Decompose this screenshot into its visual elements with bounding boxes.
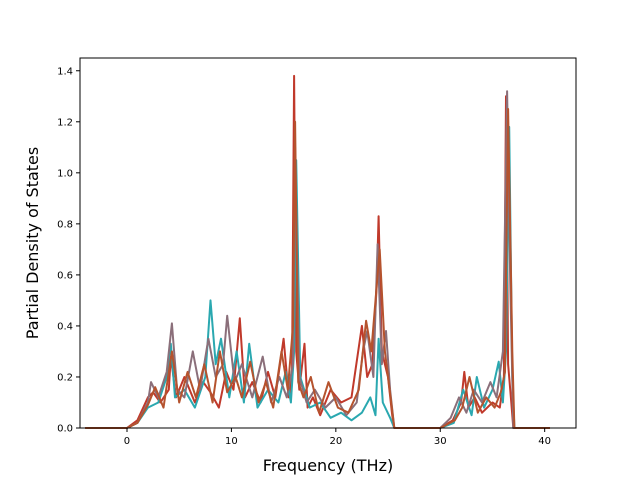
x-tick-label: 0 (124, 436, 130, 447)
x-axis-ticks: 0 10 20 30 40 (124, 428, 551, 447)
y-tick-label: 1.2 (57, 117, 73, 128)
y-axis-label: Partial Density of States (23, 147, 42, 339)
y-tick-label: 0.0 (57, 424, 73, 435)
plot-frame (79, 57, 577, 429)
y-tick-label: 1.4 (57, 66, 73, 77)
y-tick-label: 1.0 (57, 168, 73, 179)
x-tick-label: 10 (225, 436, 238, 447)
x-tick-label: 30 (434, 436, 447, 447)
y-axis-ticks: 0.0 0.2 0.4 0.6 0.8 1.0 1.2 1.4 (57, 66, 80, 435)
pdos-series-line-4 (85, 108, 550, 429)
series-layer (85, 74, 550, 429)
x-axis-label: Frequency (THz) (263, 456, 393, 475)
y-tick-label: 0.2 (57, 372, 73, 383)
y-tick-label: 0.4 (57, 321, 73, 332)
pdos-series-line-1 (85, 74, 550, 429)
y-tick-label: 0.8 (57, 219, 73, 230)
x-tick-label: 20 (329, 436, 342, 447)
y-tick-label: 0.6 (57, 270, 73, 281)
x-tick-label: 40 (538, 436, 551, 447)
